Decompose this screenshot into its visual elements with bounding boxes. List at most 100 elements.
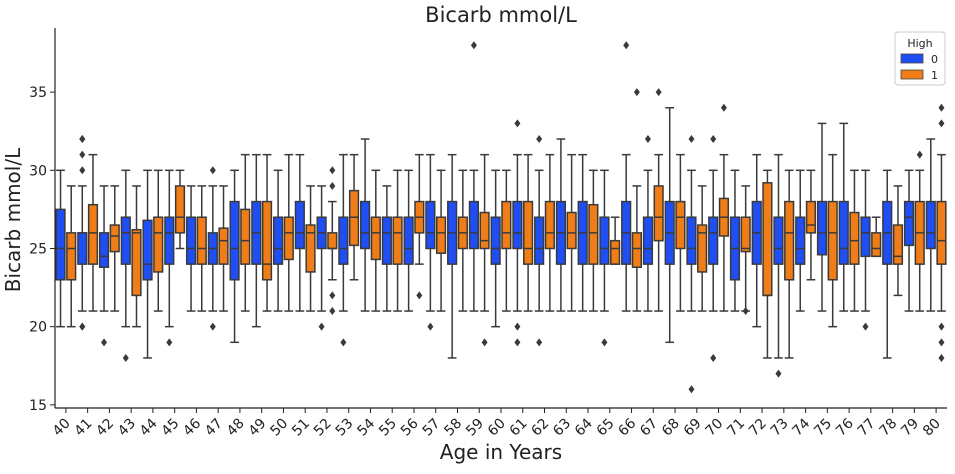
box-iqr <box>588 203 599 265</box>
box-65-series-1 <box>610 216 621 265</box>
box-iqr <box>816 200 828 256</box>
box-50-series-1 <box>283 153 294 312</box>
x-tick-label-69: 69 <box>681 416 705 440</box>
box-60-series-0 <box>490 169 501 328</box>
box-iqr <box>370 216 381 261</box>
box-iqr <box>468 200 479 250</box>
box-iqr <box>610 239 621 265</box>
box-iqr <box>164 216 175 265</box>
box-iqr <box>599 216 610 265</box>
x-tick-label-44: 44 <box>137 415 161 439</box>
box-iqr <box>795 216 806 265</box>
box-iqr <box>534 216 545 265</box>
x-tick-label-73: 73 <box>768 416 792 440</box>
x-tick-label-43: 43 <box>115 416 139 440</box>
box-40-series-0 <box>55 169 66 328</box>
box-77-series-0 <box>860 169 871 331</box>
x-tick-label-49: 49 <box>246 416 270 440</box>
legend: High 0 1 <box>894 31 946 86</box>
box-57-series-1 <box>435 169 447 312</box>
box-55-series-1 <box>392 169 403 312</box>
legend-title: High <box>907 37 932 50</box>
outlier-point <box>79 322 86 331</box>
box-65-series-0 <box>599 169 610 347</box>
legend-swatch-1 <box>900 69 924 80</box>
x-tick-label-57: 57 <box>420 416 444 440</box>
outlier-point <box>329 291 336 300</box>
box-48-series-1 <box>240 153 251 312</box>
box-45-series-1 <box>174 169 186 250</box>
x-tick-label-77: 77 <box>855 416 879 440</box>
box-iqr <box>827 200 838 281</box>
box-72-series-0 <box>751 153 762 328</box>
box-iqr <box>229 200 240 281</box>
x-tick-label-55: 55 <box>376 416 400 440</box>
box-iqr <box>403 216 414 265</box>
x-tick-label-58: 58 <box>441 416 465 440</box>
outlier-point <box>79 135 86 144</box>
box-43-series-0 <box>120 169 131 362</box>
outlier-point <box>916 150 923 159</box>
outlier-point <box>329 181 336 190</box>
x-tick-label-59: 59 <box>463 416 487 440</box>
outlier-point <box>938 338 945 347</box>
legend-label-0: 0 <box>931 53 938 66</box>
box-iqr <box>261 200 273 281</box>
x-tick-label-75: 75 <box>811 416 835 440</box>
box-iqr <box>675 200 686 250</box>
x-tick-label-61: 61 <box>507 416 531 440</box>
box-66-series-1 <box>631 88 642 312</box>
outlier-point <box>329 307 336 316</box>
outlier-point <box>470 41 477 50</box>
box-iqr <box>903 200 915 247</box>
box-iqr <box>98 232 110 269</box>
outlier-point <box>938 119 945 128</box>
x-tick-label-67: 67 <box>637 416 661 440</box>
x-tick-label-76: 76 <box>833 415 857 439</box>
box-74-series-0 <box>795 169 806 312</box>
outlier-point <box>601 338 608 347</box>
legend-swatch-0 <box>900 53 924 64</box>
box-76-series-0 <box>838 122 849 312</box>
box-iqr <box>501 200 512 250</box>
box-iqr <box>871 232 882 258</box>
outlier-point <box>688 385 695 394</box>
outlier-point <box>536 135 543 144</box>
outlier-point <box>416 291 423 300</box>
box-61-series-0 <box>512 119 523 347</box>
box-51-series-1 <box>305 185 316 312</box>
box-79-series-0 <box>903 169 915 312</box>
box-iqr <box>131 228 142 297</box>
box-iqr <box>784 200 795 281</box>
outlier-point <box>318 322 325 331</box>
outlier-point <box>710 135 717 144</box>
y-tick-label-30: 30 <box>29 163 47 179</box>
box-iqr <box>196 216 207 265</box>
outlier-point <box>209 322 216 331</box>
box-iqr <box>77 232 88 265</box>
outlier-point <box>938 322 945 331</box>
box-53-series-0 <box>338 153 349 347</box>
x-tick-label-56: 56 <box>398 415 422 439</box>
box-iqr <box>283 216 294 261</box>
box-iqr <box>109 224 120 253</box>
box-73-series-0 <box>773 153 784 378</box>
box-78-series-0 <box>882 169 893 359</box>
box-77-series-1 <box>871 216 882 258</box>
box-iqr <box>642 216 654 265</box>
box-iqr <box>686 216 697 265</box>
box-iqr <box>305 224 316 273</box>
box-41-series-1 <box>87 153 99 312</box>
box-80-series-1 <box>936 103 947 362</box>
outlier-point <box>101 338 108 347</box>
box-iqr <box>544 200 555 250</box>
y-axis-title: Bicarb mmol/L <box>1 147 25 292</box>
x-tick-label-65: 65 <box>594 416 618 440</box>
box-iqr <box>773 216 784 265</box>
box-54-series-1 <box>370 169 381 312</box>
x-tick-label-66: 66 <box>615 415 639 439</box>
box-46-series-0 <box>185 185 197 312</box>
x-tick-label-79: 79 <box>898 416 922 440</box>
box-52-series-0 <box>316 185 327 331</box>
box-iqr <box>490 216 501 265</box>
